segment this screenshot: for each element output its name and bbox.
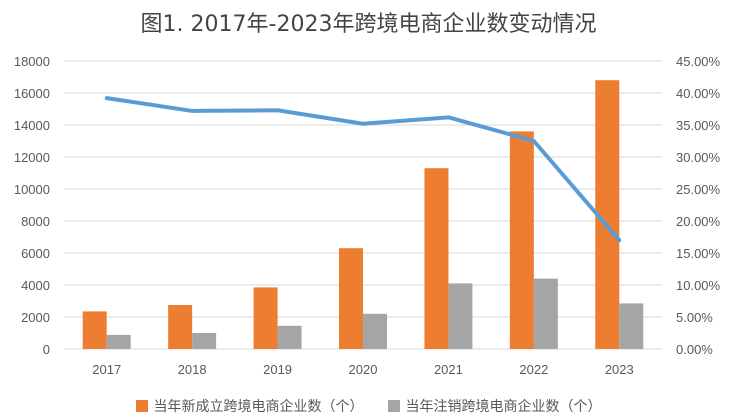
bar-cancelled-2020 — [363, 313, 387, 349]
right-tick-label: 15.00% — [676, 246, 721, 261]
legend-item-new: 当年新成立跨境电商企业数（个） — [135, 396, 364, 416]
line-ratio — [104, 96, 622, 243]
bar-new-2019 — [253, 287, 278, 349]
x-tick-label: 2020 — [349, 362, 378, 377]
left-tick-label: 10000 — [14, 182, 50, 197]
right-tick-label: 25.00% — [676, 182, 721, 197]
legend-swatch-cancelled — [387, 400, 400, 412]
right-tick-label: 20.00% — [676, 214, 721, 229]
left-tick-label: 16000 — [14, 86, 50, 101]
left-tick-label: 0 — [43, 342, 50, 357]
left-tick-label: 6000 — [21, 246, 50, 261]
legend-swatch-new — [135, 400, 148, 412]
left-tick-label: 8000 — [21, 214, 50, 229]
left-tick-label: 4000 — [21, 278, 50, 293]
chart-title: 图1. 2017年-2023年跨境电商企业数变动情况 — [140, 12, 597, 37]
right-tick-label: 45.00% — [676, 54, 721, 69]
x-tick-label: 2018 — [178, 362, 207, 377]
bar-cancelled-2018 — [192, 333, 217, 349]
legend-label-new: 当年新成立跨境电商企业数（个） — [153, 399, 364, 415]
left-tick-label: 2000 — [21, 310, 50, 325]
right-tick-label: 35.00% — [676, 118, 721, 133]
right-tick-label: 30.00% — [676, 150, 721, 165]
right-tick-label: 10.00% — [676, 278, 721, 293]
right-tick-label: 0.00% — [676, 342, 713, 357]
x-tick-label: 2022 — [519, 362, 548, 377]
x-tick-label: 2023 — [605, 362, 634, 377]
x-tick-label: 2017 — [92, 362, 121, 377]
x-tick-label: 2021 — [434, 362, 463, 377]
left-tick-label: 18000 — [14, 54, 50, 69]
left-tick-label: 12000 — [14, 150, 50, 165]
legend: 当年新成立跨境电商企业数（个） 当年注销跨境电商企业数（个） — [0, 396, 737, 416]
legend-label-cancelled: 当年注销跨境电商企业数（个） — [405, 399, 602, 415]
bar-new-2018 — [168, 305, 193, 349]
bar-cancelled-2021 — [448, 283, 473, 349]
bar-cancelled-2019 — [277, 325, 302, 349]
x-tick-label: 2019 — [263, 362, 292, 377]
bar-cancelled-2022 — [533, 278, 558, 349]
right-tick-label: 5.00% — [676, 310, 713, 325]
bar-new-2017 — [82, 311, 107, 349]
left-tick-label: 14000 — [14, 118, 50, 133]
bar-cancelled-2023 — [619, 303, 644, 349]
bar-new-2022 — [509, 131, 534, 349]
right-tick-label: 40.00% — [676, 86, 721, 101]
legend-item-cancelled: 当年注销跨境电商企业数（个） — [387, 396, 602, 416]
bar-new-2020 — [339, 248, 363, 349]
bar-cancelled-2017 — [106, 334, 131, 349]
bar-new-2021 — [424, 168, 449, 349]
